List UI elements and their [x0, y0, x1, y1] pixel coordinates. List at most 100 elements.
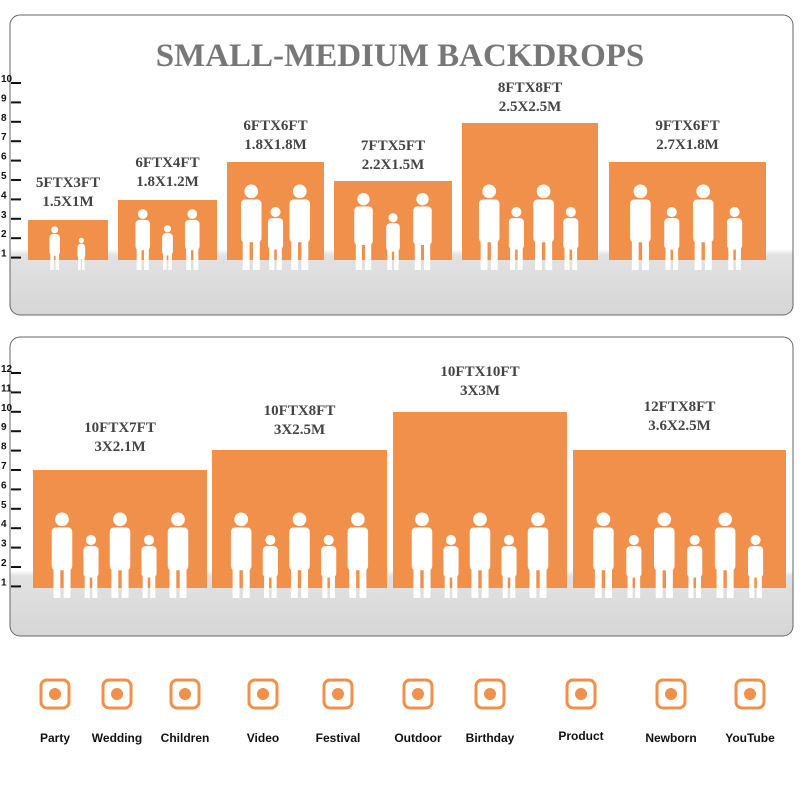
use-icon — [247, 678, 279, 710]
use-label: Outdoor — [394, 731, 442, 745]
silhouette — [162, 233, 173, 256]
silhouette — [168, 252, 172, 270]
silhouette — [292, 184, 307, 199]
ruler-label: 10 — [1, 403, 13, 414]
silhouette — [527, 527, 549, 571]
size-ft: 6FTX4FT — [135, 155, 199, 171]
size-m: 3X2.5M — [274, 422, 325, 438]
silhouette — [323, 535, 334, 546]
size-m: 2.5X2.5M — [499, 99, 562, 115]
use-label: Newborn — [645, 731, 696, 745]
silhouette — [750, 535, 761, 546]
use-label: Wedding — [92, 731, 142, 745]
silhouette — [242, 563, 250, 598]
silhouette — [252, 235, 260, 270]
silhouette — [445, 535, 457, 546]
size-ft: 12FTX8FT — [644, 399, 716, 415]
use-icon — [402, 678, 434, 710]
ruler-label: 6 — [1, 480, 7, 491]
use-icon — [111, 688, 123, 700]
silhouette — [51, 226, 59, 234]
use-icon — [169, 678, 201, 710]
silhouette — [55, 512, 69, 527]
silhouette — [478, 199, 500, 243]
silhouette — [171, 512, 185, 527]
silhouette — [179, 563, 187, 598]
silhouette — [163, 252, 167, 270]
ruler-label: 3 — [1, 210, 7, 221]
silhouette — [234, 512, 249, 527]
silhouette — [563, 218, 579, 250]
silhouette — [490, 235, 498, 270]
size-ft: 10FTX7FT — [84, 420, 156, 436]
silhouette — [78, 237, 84, 243]
silhouette — [665, 563, 673, 598]
silhouette — [565, 207, 576, 218]
silhouette — [756, 572, 762, 598]
ruler-label: 1 — [1, 249, 7, 260]
silhouette — [136, 245, 142, 270]
silhouette — [143, 245, 149, 270]
ruler-label: 7 — [1, 461, 7, 472]
silhouette — [654, 527, 675, 571]
silhouette — [443, 546, 459, 578]
silhouette — [642, 235, 649, 270]
silhouette — [290, 563, 298, 598]
silhouette — [230, 527, 252, 571]
silhouette — [413, 206, 432, 246]
use-icon — [744, 688, 756, 700]
ruler-label: 11 — [1, 383, 12, 394]
ruler-label: 5 — [1, 171, 7, 182]
silhouette — [415, 512, 429, 527]
silhouette — [628, 535, 639, 546]
silhouette — [502, 572, 508, 598]
silhouette — [473, 512, 487, 527]
size-ft: 6FTX6FT — [243, 118, 307, 134]
silhouette — [113, 512, 127, 527]
silhouette — [627, 572, 633, 598]
silhouette — [564, 244, 570, 270]
size-m: 2.2X1.5M — [362, 157, 425, 173]
use-icon — [49, 688, 61, 700]
silhouette — [109, 527, 131, 571]
use-icon — [179, 688, 191, 700]
silhouette — [536, 184, 551, 199]
use-label: Children — [161, 731, 210, 745]
title: SMALL-MEDIUM BACKDROPS — [156, 38, 645, 74]
silhouette — [49, 233, 60, 256]
silhouette — [84, 572, 90, 598]
silhouette — [321, 546, 337, 578]
silhouette — [510, 572, 516, 598]
silhouette — [535, 235, 542, 270]
ruler-label: 2 — [1, 229, 7, 240]
size-ft: 10FTX8FT — [264, 403, 336, 419]
silhouette — [594, 563, 602, 598]
silhouette — [271, 572, 277, 598]
silhouette — [531, 512, 545, 527]
use-icon — [655, 678, 687, 710]
silhouette — [55, 252, 60, 270]
silhouette — [729, 207, 740, 218]
size-m: 1.8X1.2M — [136, 174, 199, 190]
silhouette — [350, 512, 365, 527]
silhouette — [267, 218, 284, 250]
silhouette — [748, 546, 764, 578]
use-label: Festival — [316, 731, 361, 745]
silhouette — [51, 527, 73, 571]
silhouette — [714, 527, 736, 571]
silhouette — [508, 218, 524, 250]
silhouette — [482, 184, 497, 199]
silhouette — [718, 512, 732, 527]
silhouette — [387, 247, 392, 270]
silhouette — [137, 209, 148, 219]
silhouette — [635, 572, 641, 598]
silhouette — [264, 572, 270, 598]
use-icon — [39, 678, 71, 710]
silhouette — [193, 245, 199, 270]
silhouette — [169, 563, 177, 598]
silhouette — [726, 563, 734, 598]
use-icon — [565, 678, 597, 710]
ruler-label: 1 — [1, 577, 7, 588]
silhouette — [365, 239, 372, 270]
use-label: Birthday — [466, 731, 515, 745]
